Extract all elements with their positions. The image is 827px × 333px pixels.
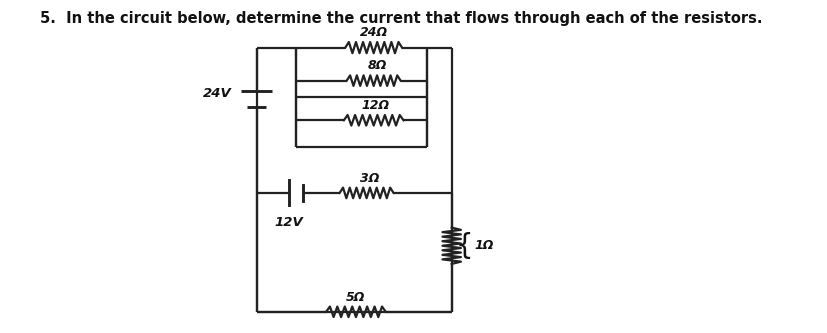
Text: 24Ω: 24Ω <box>359 26 387 39</box>
Text: 8Ω: 8Ω <box>367 59 386 72</box>
Text: 12Ω: 12Ω <box>361 99 390 112</box>
Text: {: { <box>455 232 472 260</box>
Text: 3Ω: 3Ω <box>360 172 380 185</box>
Text: 12V: 12V <box>274 216 303 229</box>
Text: 5.  In the circuit below, determine the current that flows through each of the r: 5. In the circuit below, determine the c… <box>41 11 762 26</box>
Text: 5Ω: 5Ω <box>346 290 366 304</box>
Text: 1Ω: 1Ω <box>474 239 493 252</box>
Text: 24V: 24V <box>203 87 232 100</box>
